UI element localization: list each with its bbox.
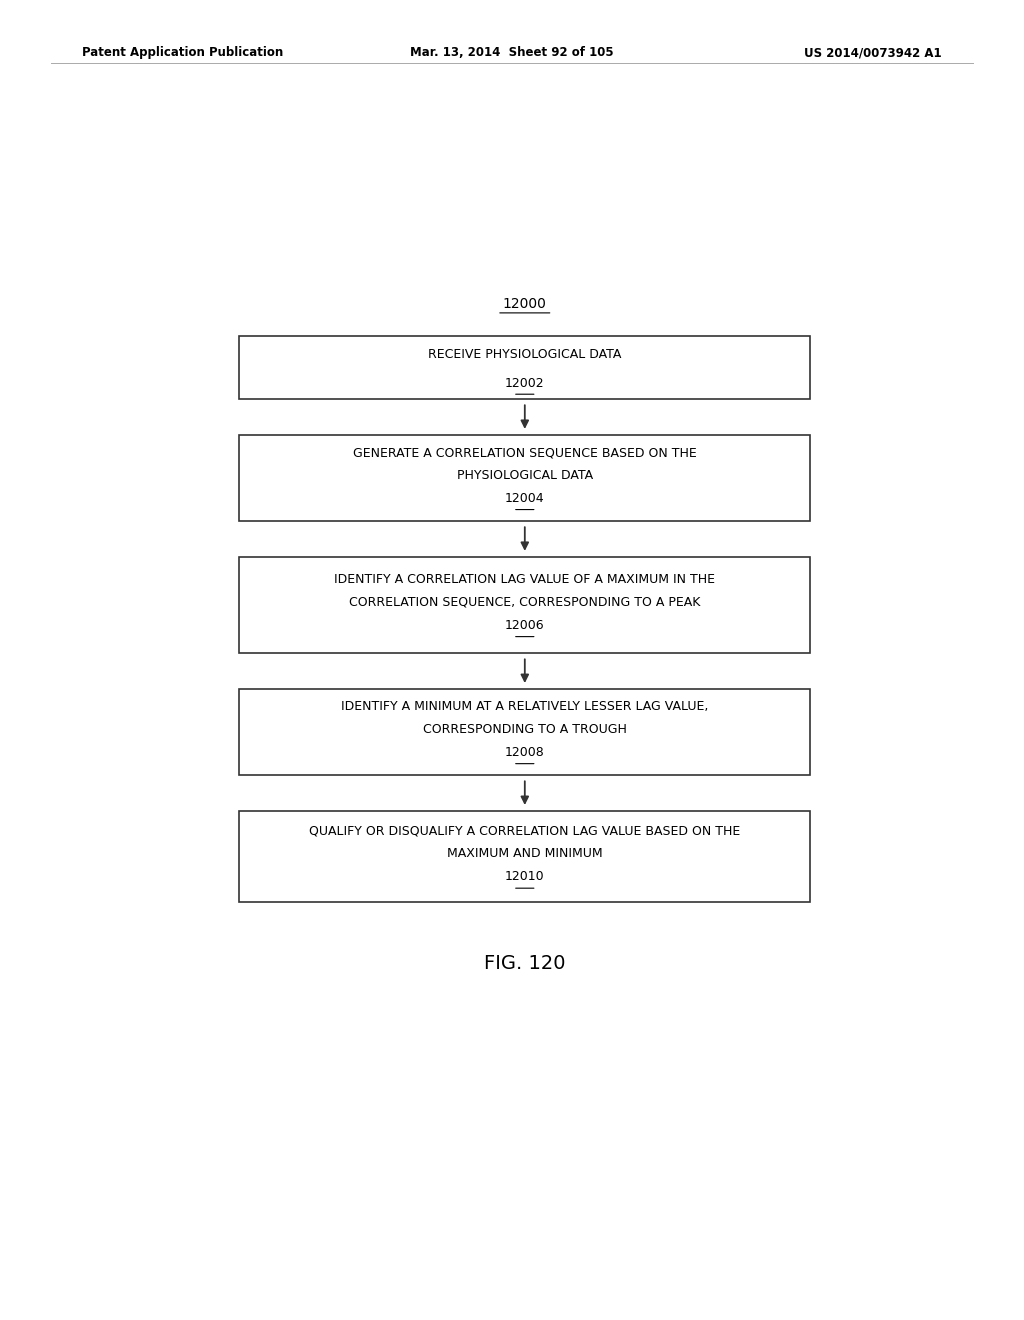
Text: 12010: 12010 bbox=[505, 870, 545, 883]
Text: Patent Application Publication: Patent Application Publication bbox=[82, 46, 284, 59]
FancyBboxPatch shape bbox=[240, 689, 811, 775]
Text: 12008: 12008 bbox=[505, 746, 545, 759]
Text: 12006: 12006 bbox=[505, 619, 545, 632]
FancyBboxPatch shape bbox=[240, 557, 811, 653]
Text: Mar. 13, 2014  Sheet 92 of 105: Mar. 13, 2014 Sheet 92 of 105 bbox=[411, 46, 613, 59]
Text: PHYSIOLOGICAL DATA: PHYSIOLOGICAL DATA bbox=[457, 469, 593, 482]
Text: 12004: 12004 bbox=[505, 492, 545, 504]
Text: RECEIVE PHYSIOLOGICAL DATA: RECEIVE PHYSIOLOGICAL DATA bbox=[428, 348, 622, 362]
Text: FIG. 120: FIG. 120 bbox=[484, 954, 565, 973]
Text: IDENTIFY A MINIMUM AT A RELATIVELY LESSER LAG VALUE,: IDENTIFY A MINIMUM AT A RELATIVELY LESSE… bbox=[341, 700, 709, 713]
Text: QUALIFY OR DISQUALIFY A CORRELATION LAG VALUE BASED ON THE: QUALIFY OR DISQUALIFY A CORRELATION LAG … bbox=[309, 825, 740, 838]
Text: 12002: 12002 bbox=[505, 376, 545, 389]
Text: IDENTIFY A CORRELATION LAG VALUE OF A MAXIMUM IN THE: IDENTIFY A CORRELATION LAG VALUE OF A MA… bbox=[334, 573, 716, 586]
Text: MAXIMUM AND MINIMUM: MAXIMUM AND MINIMUM bbox=[447, 847, 602, 861]
FancyBboxPatch shape bbox=[240, 337, 811, 399]
Text: US 2014/0073942 A1: US 2014/0073942 A1 bbox=[805, 46, 942, 59]
Text: CORRESPONDING TO A TROUGH: CORRESPONDING TO A TROUGH bbox=[423, 722, 627, 735]
Text: CORRELATION SEQUENCE, CORRESPONDING TO A PEAK: CORRELATION SEQUENCE, CORRESPONDING TO A… bbox=[349, 595, 700, 609]
Text: 12000: 12000 bbox=[503, 297, 547, 312]
FancyBboxPatch shape bbox=[240, 434, 811, 521]
FancyBboxPatch shape bbox=[240, 810, 811, 903]
Text: GENERATE A CORRELATION SEQUENCE BASED ON THE: GENERATE A CORRELATION SEQUENCE BASED ON… bbox=[353, 446, 696, 459]
